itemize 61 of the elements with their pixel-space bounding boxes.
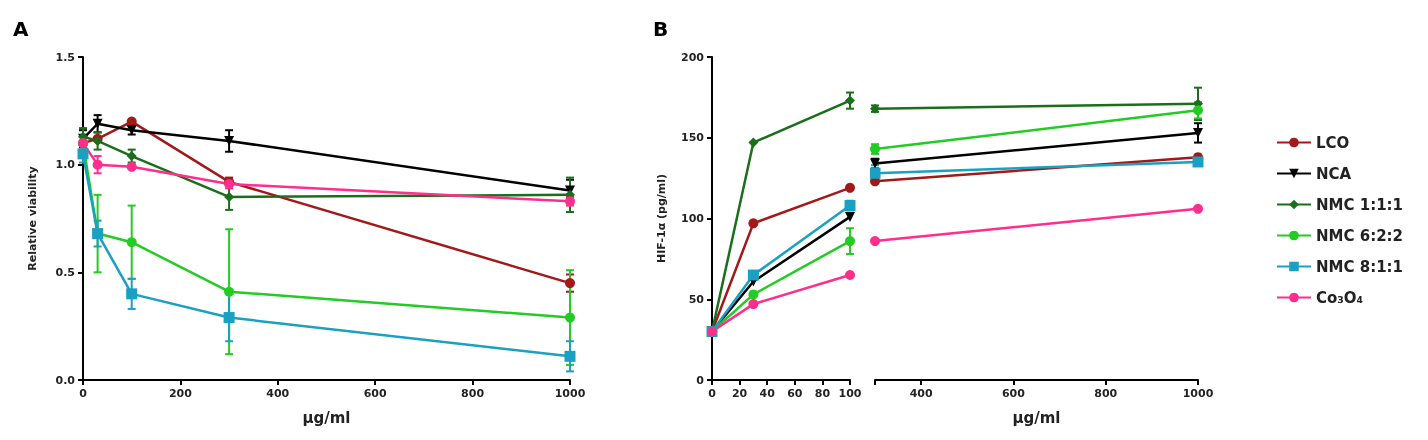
x-tick-label: 800: [1094, 387, 1118, 400]
x-tick-label: 600: [1001, 387, 1026, 400]
point: [845, 182, 855, 193]
legend-label: NMC 1:1:1: [1315, 195, 1404, 214]
point: [845, 270, 855, 281]
point: [870, 167, 881, 179]
x-tick-label: 60: [787, 387, 803, 400]
x-axis-title: μg/ml: [302, 408, 351, 427]
point: [224, 135, 235, 146]
x-tick-label: 80: [814, 387, 831, 400]
point: [748, 218, 759, 229]
x-tick-label: 20: [731, 387, 748, 400]
x-tick-label: 1000: [1182, 387, 1214, 400]
point: [565, 312, 575, 323]
point: [748, 289, 759, 300]
chart-title: A: [13, 17, 29, 41]
x-tick-label: 40: [759, 387, 776, 400]
y-axis-title: HIF-1α (pg/ml): [655, 173, 668, 264]
y-tick-label: 150: [681, 131, 705, 145]
x-tick-label: 0: [79, 387, 88, 400]
y-tick-label: 1.5: [55, 50, 75, 64]
point: [845, 95, 855, 106]
point: [224, 286, 235, 297]
x-tick-label: 400: [266, 387, 290, 400]
point: [126, 237, 137, 248]
y-tick-label: 50: [688, 292, 705, 306]
y-tick-label: 0.5: [55, 265, 75, 279]
x-tick-label: 800: [461, 387, 485, 400]
chart-title: B: [653, 17, 669, 41]
point: [748, 137, 759, 148]
x-tick-label: 600: [363, 387, 388, 400]
legend-label: NCA: [1315, 164, 1352, 183]
x-tick-label: 1000: [554, 387, 586, 400]
x-tick-label: 0: [708, 387, 717, 400]
legend-label: NMC 8:1:1: [1315, 257, 1404, 276]
point: [870, 236, 880, 247]
y-tick-label: 100: [681, 212, 705, 225]
point: [126, 288, 138, 300]
point: [92, 159, 103, 170]
point: [1193, 105, 1203, 116]
x-tick-label: 200: [168, 387, 193, 400]
y-tick-label: 1.0: [55, 158, 76, 172]
y-axis-title: Relative viability: [26, 166, 39, 271]
point: [564, 350, 576, 362]
y-tick-label: 200: [681, 50, 705, 64]
point: [565, 278, 575, 289]
legend-label: LCO: [1315, 133, 1350, 152]
legend-label: NMC 6:2:2: [1315, 226, 1404, 245]
point: [1193, 203, 1203, 214]
point: [845, 236, 855, 247]
point: [1192, 156, 1204, 168]
x-tick-label: 400: [909, 387, 933, 400]
y-tick-label: 0: [696, 373, 705, 387]
x-axis-title: μg/ml: [1012, 408, 1061, 427]
x-tick-label: 100: [838, 387, 862, 400]
point: [77, 148, 89, 160]
legend-label: Co₃O₄: [1315, 288, 1364, 307]
point: [92, 118, 103, 129]
point: [748, 299, 759, 310]
point: [223, 312, 235, 324]
y-tick-label: 0.0: [55, 373, 76, 387]
